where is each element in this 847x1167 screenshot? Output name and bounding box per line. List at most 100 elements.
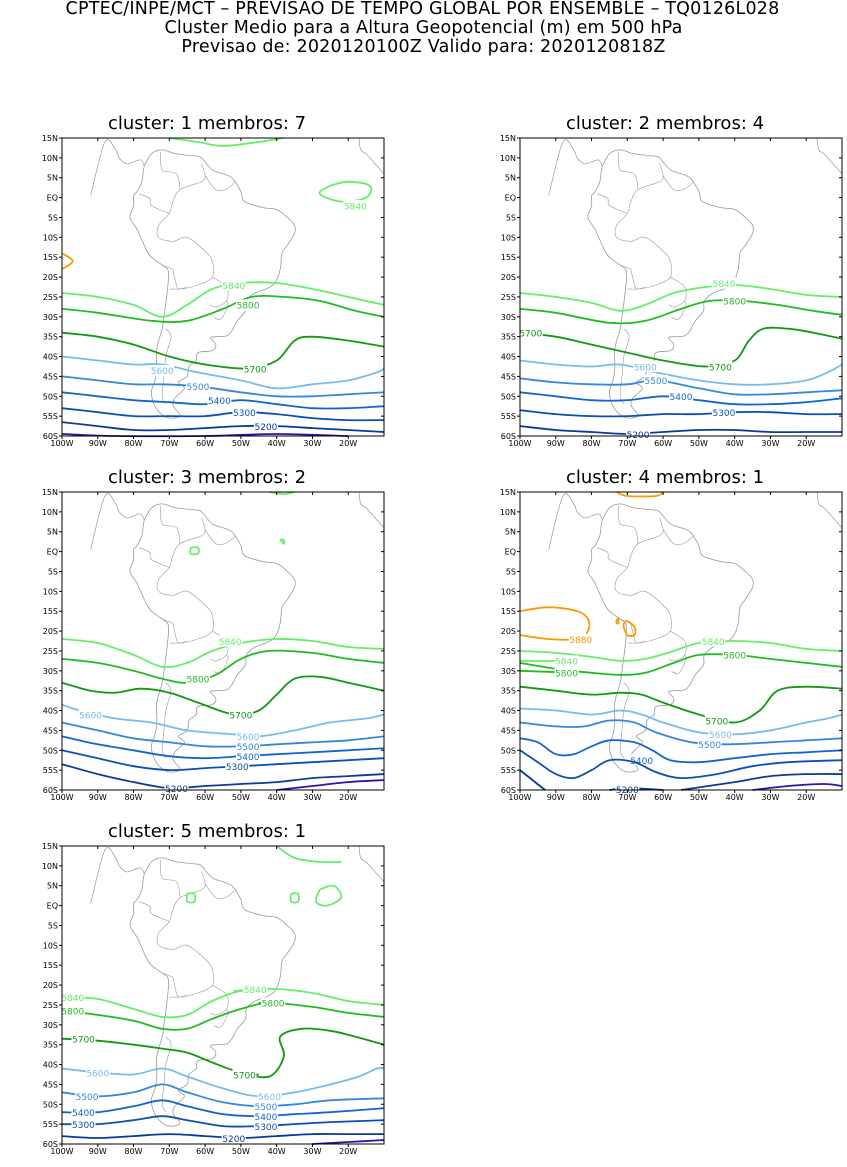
lat-label: 15S — [501, 253, 516, 262]
contour-5700 — [61, 331, 385, 370]
lon-label: 80W — [583, 793, 601, 802]
contour-label-bg — [704, 714, 729, 726]
lon-label: 80W — [125, 793, 143, 802]
lon-label: 70W — [618, 439, 636, 448]
lat-label: 15N — [42, 134, 58, 143]
lon-label: 50W — [232, 793, 250, 802]
contour-5840 — [269, 491, 295, 495]
contour-label-5200: 5200 — [254, 423, 277, 433]
country-border — [204, 529, 236, 546]
contour-label-bg — [722, 649, 747, 661]
lat-label: 15S — [501, 607, 516, 616]
contour-5880 — [61, 252, 74, 270]
country-border — [138, 547, 170, 568]
country-border — [162, 618, 174, 624]
lon-label: 80W — [125, 1147, 143, 1156]
lat-label: 5N — [47, 882, 58, 891]
contour-label-bg — [554, 667, 579, 679]
contour-5300 — [519, 749, 843, 780]
lat-label: 10S — [43, 587, 58, 596]
lat-label: 25S — [43, 647, 58, 656]
map-panel-cluster-1: cluster: 1 membros: 7 5840 5840 5800 5700 56… — [0, 114, 420, 459]
panel-title: cluster: 2 membros: 4 — [566, 113, 765, 134]
continent-outline — [129, 503, 296, 773]
map-panel-cluster-5: cluster: 5 membros: 1 5840 5840 5800 5800 57… — [0, 822, 420, 1167]
lat-label: 50S — [43, 1100, 58, 1109]
contour-label-bg — [225, 760, 250, 772]
contour-5500 — [519, 719, 843, 746]
lat-label: 40S — [43, 707, 58, 716]
lon-label: 90W — [89, 793, 107, 802]
lat-label: 15N — [500, 134, 516, 143]
lon-label: 60W — [196, 793, 214, 802]
lon-label: 70W — [160, 793, 178, 802]
contour-label-bg — [669, 390, 693, 402]
contour-5200 — [519, 769, 546, 791]
contour-label-5600: 5600 — [79, 711, 102, 721]
lat-label: 15S — [43, 961, 58, 970]
lat-label: 5S — [48, 213, 58, 222]
country-border — [614, 163, 672, 290]
lat-label: 20S — [43, 627, 58, 636]
contour-5700 — [519, 685, 843, 724]
lat-label: 10N — [42, 508, 58, 517]
continent-outline — [129, 857, 296, 1127]
central-america-outline — [90, 139, 145, 196]
contour-label-5700: 5700 — [244, 365, 267, 375]
contour-5840 — [318, 180, 373, 203]
lon-label: 80W — [583, 439, 601, 448]
africa-outline — [816, 491, 843, 529]
lon-label: 30W — [303, 439, 321, 448]
africa-outline — [358, 845, 385, 883]
lon-label: 20W — [797, 793, 815, 802]
lat-label: 45S — [501, 726, 516, 735]
contour-label-bg — [218, 635, 243, 647]
contour-5100 — [312, 1139, 385, 1145]
country-border — [618, 151, 639, 190]
contour-label-bg — [60, 991, 85, 1003]
lon-label: 40W — [268, 793, 286, 802]
lon-label: 30W — [303, 793, 321, 802]
contour-label-5300: 5300 — [712, 409, 735, 419]
contour-map: 5840584058005800570057005600560055005500… — [42, 842, 385, 1156]
country-border — [213, 654, 229, 674]
contour-label-5840: 5840 — [219, 638, 242, 648]
country-border — [161, 682, 172, 759]
lon-label: 50W — [690, 793, 708, 802]
lat-label: 10S — [501, 233, 516, 242]
lat-label: 5N — [505, 174, 516, 183]
lat-label: 50S — [43, 746, 58, 755]
contour-5800 — [519, 653, 843, 676]
lat-label: 20S — [43, 273, 58, 282]
header-subtitle: Cluster Medio para a Altura Geopotencial… — [164, 18, 683, 38]
contour-label-5880: 5880 — [569, 636, 592, 646]
lon-label: 20W — [339, 1147, 357, 1156]
contour-5840 — [289, 892, 300, 904]
contour-label-bg — [185, 380, 210, 392]
lon-label: 100W — [508, 793, 531, 802]
contour-label-bg — [708, 728, 733, 740]
country-border — [668, 276, 687, 308]
contour-label-bg — [643, 374, 668, 386]
lon-label: 90W — [89, 1147, 107, 1156]
country-border — [169, 286, 188, 290]
panel-title: cluster: 5 membros: 1 — [108, 821, 307, 842]
lat-label: EQ — [47, 194, 58, 203]
country-border — [169, 994, 188, 998]
lat-label: 15S — [43, 607, 58, 616]
contour-5840 — [314, 884, 343, 907]
lon-label: 20W — [339, 439, 357, 448]
contour-label-bg — [236, 730, 261, 742]
contour-label-bg — [253, 1110, 278, 1122]
lat-label: 5S — [48, 921, 58, 930]
contour-label-5840: 5840 — [702, 638, 725, 648]
lat-label: 35S — [501, 687, 516, 696]
country-border — [627, 286, 646, 290]
country-border — [668, 630, 687, 662]
lat-label: 60S — [501, 786, 516, 795]
contour-label-5600: 5600 — [709, 731, 732, 741]
contour-label-5400: 5400 — [72, 1109, 95, 1119]
lon-label: 100W — [508, 439, 531, 448]
contour-5840 — [276, 845, 342, 864]
contour-label-5400: 5400 — [670, 393, 693, 403]
